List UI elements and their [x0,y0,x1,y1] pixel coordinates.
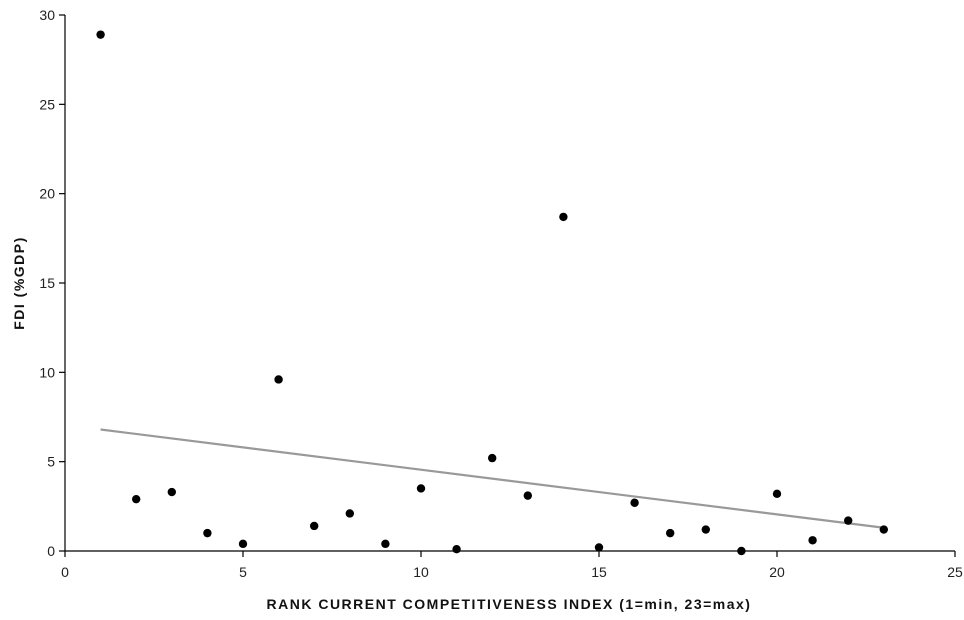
trendline [100,428,884,529]
data-point [630,498,639,507]
data-point [416,484,426,493]
data-point [167,487,176,497]
data-point [701,525,710,534]
y-tick-label: 5 [47,454,55,470]
data-point [310,521,319,531]
data-point [203,528,212,538]
data-point [96,30,105,39]
x-tick-label: 0 [61,564,69,580]
x-tick-label: 10 [413,564,429,580]
data-point [132,494,141,504]
y-tick-label: 30 [39,7,55,23]
y-tick-label: 10 [39,364,55,380]
data-point [559,212,568,222]
x-tick-label: 15 [591,564,607,580]
trendline-layer [100,428,884,529]
data-point [238,539,248,549]
data-point [737,546,746,556]
data-point [844,516,853,525]
data-point [594,543,604,552]
axes: 0 5 10 15 20 25 30 0 5 10 15 20 25 [39,7,963,580]
y-tick-label: 15 [39,275,55,291]
data-points [96,30,888,556]
data-point [345,509,354,518]
x-axis-title: RANK CURRENT COMPETITIVENESS INDEX (1=mi… [267,596,752,612]
y-tick-label: 25 [39,96,55,112]
x-tick-label: 20 [769,564,785,580]
data-point [772,489,782,499]
x-tick-label: 5 [239,564,247,580]
data-point [666,528,675,538]
data-point [381,539,390,549]
data-point [488,453,497,463]
data-point [274,375,283,384]
data-point [879,525,888,534]
x-tick-label: 25 [947,564,963,580]
y-axis-title: FDI (%GDP) [11,236,27,330]
data-point [808,536,817,545]
y-tick-label: 0 [47,543,55,559]
data-point [523,491,532,500]
y-tick-label: 20 [39,186,55,202]
data-point [452,545,461,554]
